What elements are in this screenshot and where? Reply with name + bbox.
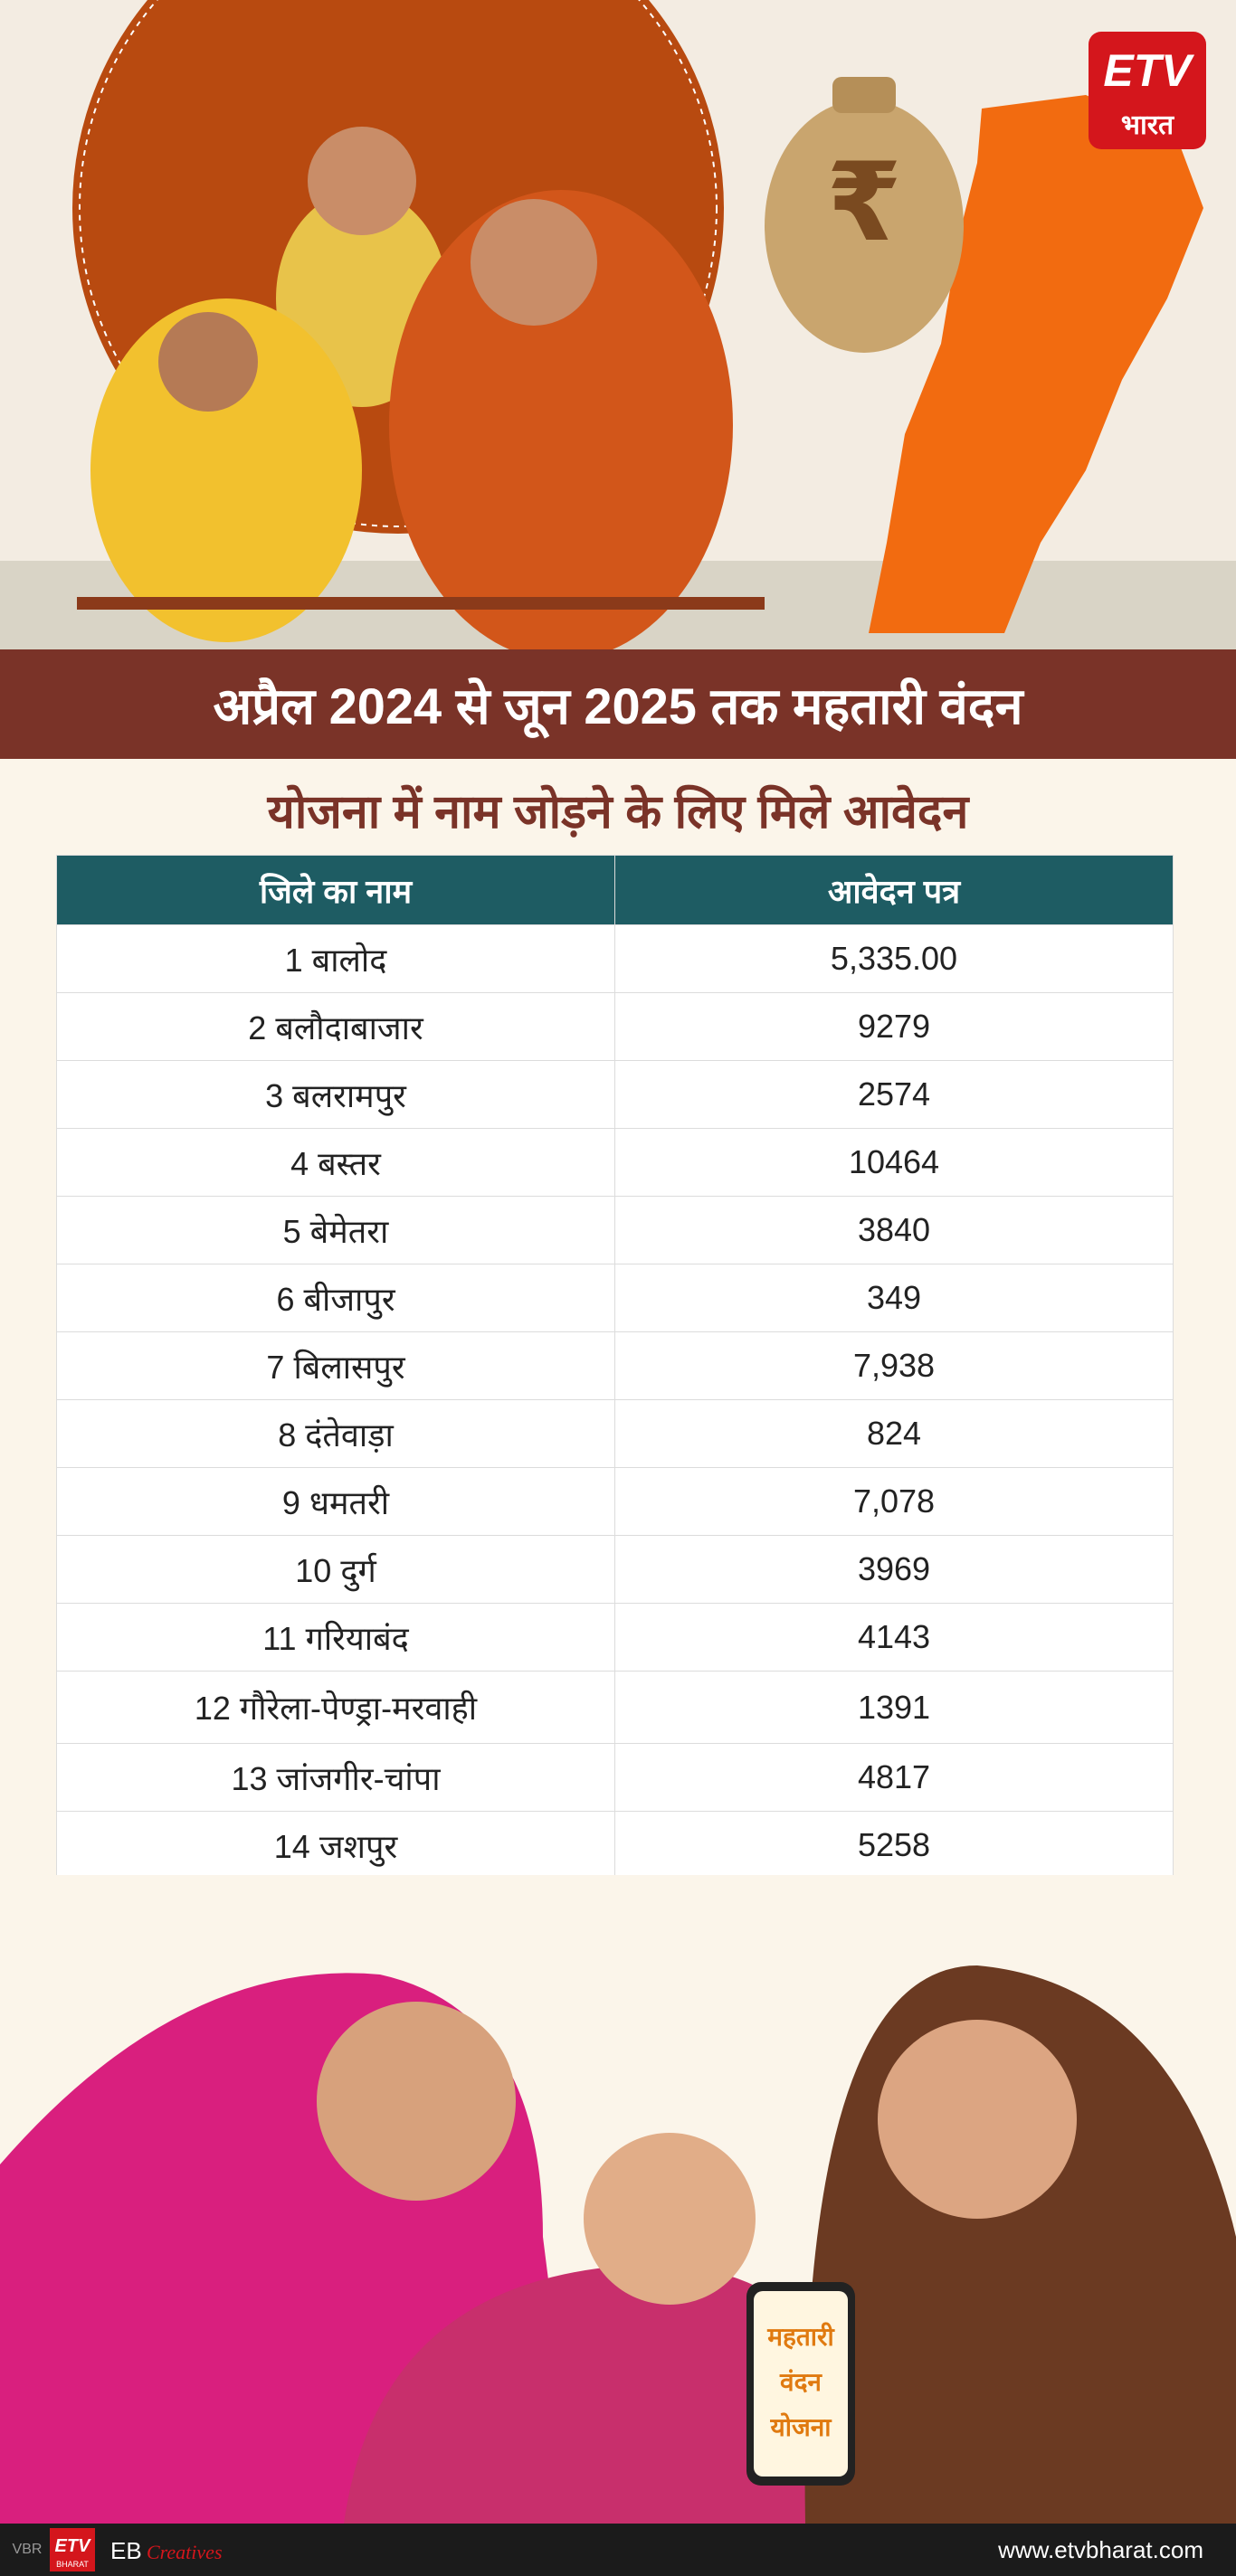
table-row: 7 बिलासपुर 7,938 — [56, 1331, 1174, 1400]
district-name: 12 गौरेला-पेण्ड्रा-मरवाही — [56, 1671, 615, 1744]
brand-script: Creatives — [147, 2541, 223, 2563]
district-name: 5 बेमेतरा — [56, 1196, 615, 1264]
district-name: 6 बीजापुर — [56, 1264, 615, 1332]
table-row: 1 बालोद 5,335.00 — [56, 924, 1174, 993]
title: अप्रैल 2024 से जून 2025 तक महतारी वंदन — [0, 649, 1236, 759]
application-count: 1391 — [614, 1671, 1174, 1744]
footer-logo-sub: BHARAT — [56, 2560, 89, 2569]
table-row: 2 बलौदाबाजार 9279 — [56, 992, 1174, 1061]
application-count: 7,938 — [614, 1331, 1174, 1400]
side-text: VBR — [13, 2542, 43, 2557]
application-count: 5,335.00 — [614, 924, 1174, 993]
phone-text: महतारी — [766, 2322, 835, 2351]
application-count: 3969 — [614, 1535, 1174, 1604]
phone-text: योजना — [769, 2412, 832, 2441]
column-header: जिले का नाम — [56, 855, 615, 925]
table-row: 13 जांजगीर-चांपा 4817 — [56, 1743, 1174, 1812]
table-row: 11 गरियाबंद 4143 — [56, 1603, 1174, 1672]
table-row: 4 बस्तर 10464 — [56, 1128, 1174, 1197]
district-name: 9 धमतरी — [56, 1467, 615, 1536]
application-count: 349 — [614, 1264, 1174, 1332]
table-row: 14 जशपुर 5258 — [56, 1811, 1174, 1880]
table-row: 3 बलरामपुर 2574 — [56, 1060, 1174, 1129]
bottom-illustration: महतारी वंदन योजना VBR ETV BHARAT EB Creati… — [0, 1875, 1236, 2576]
application-count: 5258 — [614, 1811, 1174, 1880]
application-count: 9279 — [614, 992, 1174, 1061]
header-row: जिले का नाम आवेदन पत्र — [56, 855, 1174, 925]
logo-mark: ETV — [1103, 45, 1194, 96]
application-count: 10464 — [614, 1128, 1174, 1197]
district-name: 2 बलौदाबाजार — [56, 992, 615, 1061]
column-header: आवेदन पत्र — [614, 855, 1174, 925]
table-row: 9 धमतरी 7,078 — [56, 1467, 1174, 1536]
application-count: 4817 — [614, 1743, 1174, 1812]
district-name: 11 गरियाबंद — [56, 1603, 615, 1672]
application-count: 2574 — [614, 1060, 1174, 1129]
district-name: 10 दुर्ग — [56, 1535, 615, 1604]
district-name: 8 दंतेवाड़ा — [56, 1399, 615, 1468]
table-row: 8 दंतेवाड़ा 824 — [56, 1399, 1174, 1468]
hero-illustration: ₹ ETV भारत — [0, 0, 1236, 649]
district-name: 14 जशपुर — [56, 1811, 615, 1880]
application-count: 3840 — [614, 1196, 1174, 1264]
application-count: 824 — [614, 1399, 1174, 1468]
bag-symbol: ₹ — [826, 142, 902, 263]
table-row: 12 गौरेला-पेण्ड्रा-मरवाही 1391 — [56, 1671, 1174, 1744]
table-row: 6 बीजापुर 349 — [56, 1264, 1174, 1332]
phone-text: वंदन — [779, 2368, 822, 2396]
district-name: 13 जांजगीर-चांपा — [56, 1743, 615, 1812]
district-name: 3 बलरामपुर — [56, 1060, 615, 1129]
url: www.etvbharat.com — [997, 2536, 1203, 2563]
district-name: 7 बिलासपुर — [56, 1331, 615, 1400]
data-table: जिले का नाम आवेदन पत्र 1 बालोद 5,335.00 2 बल… — [56, 855, 1174, 1880]
district-name: 4 बस्तर — [56, 1128, 615, 1197]
logo-text: भारत — [1121, 110, 1175, 140]
brand: EB — [110, 2537, 142, 2564]
footer-logo: ETV — [55, 2536, 92, 2556]
application-count: 4143 — [614, 1603, 1174, 1672]
table-row: 5 बेमेतरा 3840 — [56, 1196, 1174, 1264]
district-name: 1 बालोद — [56, 924, 615, 993]
subtitle: योजना में नाम जोड़ने के लिए मिले आवेदन — [267, 785, 969, 838]
application-count: 7,078 — [614, 1467, 1174, 1536]
table-row: 10 दुर्ग 3969 — [56, 1535, 1174, 1604]
